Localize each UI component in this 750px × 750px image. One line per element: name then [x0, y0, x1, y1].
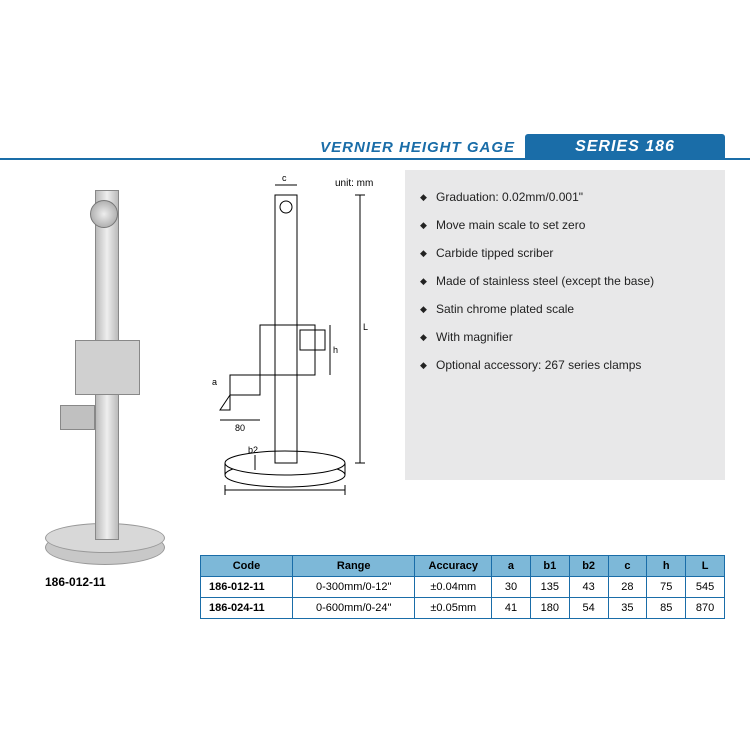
feature-item: With magnifier — [420, 330, 710, 344]
cell-a: 41 — [492, 598, 531, 619]
table-header-row: Code Range Accuracy a b1 b2 c h L — [201, 556, 725, 577]
col-accuracy: Accuracy — [415, 556, 492, 577]
gage-slider-icon — [75, 340, 140, 395]
feature-item: Graduation: 0.02mm/0.001" — [420, 190, 710, 204]
gage-knob-icon — [90, 200, 118, 228]
cell-c: 28 — [608, 577, 647, 598]
cell-code: 186-012-11 — [201, 577, 293, 598]
col-range: Range — [292, 556, 415, 577]
product-code-label: 186-012-11 — [45, 575, 106, 589]
col-b1: b1 — [530, 556, 569, 577]
features-panel: Graduation: 0.02mm/0.001" Move main scal… — [405, 170, 725, 480]
cell-range: 0-600mm/0-24" — [292, 598, 415, 619]
cell-b1: 135 — [530, 577, 569, 598]
col-a: a — [492, 556, 531, 577]
cell-accuracy: ±0.04mm — [415, 577, 492, 598]
cell-code: 186-024-11 — [201, 598, 293, 619]
col-L: L — [686, 556, 725, 577]
cell-accuracy: ±0.05mm — [415, 598, 492, 619]
col-b2: b2 — [569, 556, 608, 577]
features-list: Graduation: 0.02mm/0.001" Move main scal… — [420, 190, 710, 372]
dim-h-label: h — [333, 345, 338, 355]
spec-table: Code Range Accuracy a b1 b2 c h L 186-01… — [200, 555, 725, 619]
dim-c-label: c — [282, 175, 287, 183]
dim-L-label: L — [363, 322, 368, 332]
dim-b2-label: b2 — [248, 445, 258, 455]
cell-L: 870 — [686, 598, 725, 619]
feature-item: Satin chrome plated scale — [420, 302, 710, 316]
feature-item: Optional accessory: 267 series clamps — [420, 358, 710, 372]
cell-range: 0-300mm/0-12" — [292, 577, 415, 598]
product-photo — [35, 170, 175, 565]
dim-80-label: 80 — [235, 423, 245, 433]
cell-h: 75 — [647, 577, 686, 598]
cell-b2: 54 — [569, 598, 608, 619]
col-c: c — [608, 556, 647, 577]
dim-a-label: a — [212, 377, 217, 387]
cell-a: 30 — [492, 577, 531, 598]
page-header: VERNIER HEIGHT GAGE SERIES 186 — [0, 130, 750, 160]
product-title: VERNIER HEIGHT GAGE — [320, 139, 515, 156]
cell-L: 545 — [686, 577, 725, 598]
gage-scriber-icon — [60, 405, 95, 430]
cell-b2: 43 — [569, 577, 608, 598]
cell-b1: 180 — [530, 598, 569, 619]
cell-h: 85 — [647, 598, 686, 619]
dimension-diagram: c L h a 80 b2 b1 — [200, 175, 380, 495]
col-code: Code — [201, 556, 293, 577]
cell-c: 35 — [608, 598, 647, 619]
col-h: h — [647, 556, 686, 577]
table-row: 186-012-11 0-300mm/0-12" ±0.04mm 30 135 … — [201, 577, 725, 598]
feature-item: Move main scale to set zero — [420, 218, 710, 232]
feature-item: Made of stainless steel (except the base… — [420, 274, 710, 288]
table-row: 186-024-11 0-600mm/0-24" ±0.05mm 41 180 … — [201, 598, 725, 619]
feature-item: Carbide tipped scriber — [420, 246, 710, 260]
series-badge: SERIES 186 — [525, 134, 725, 160]
